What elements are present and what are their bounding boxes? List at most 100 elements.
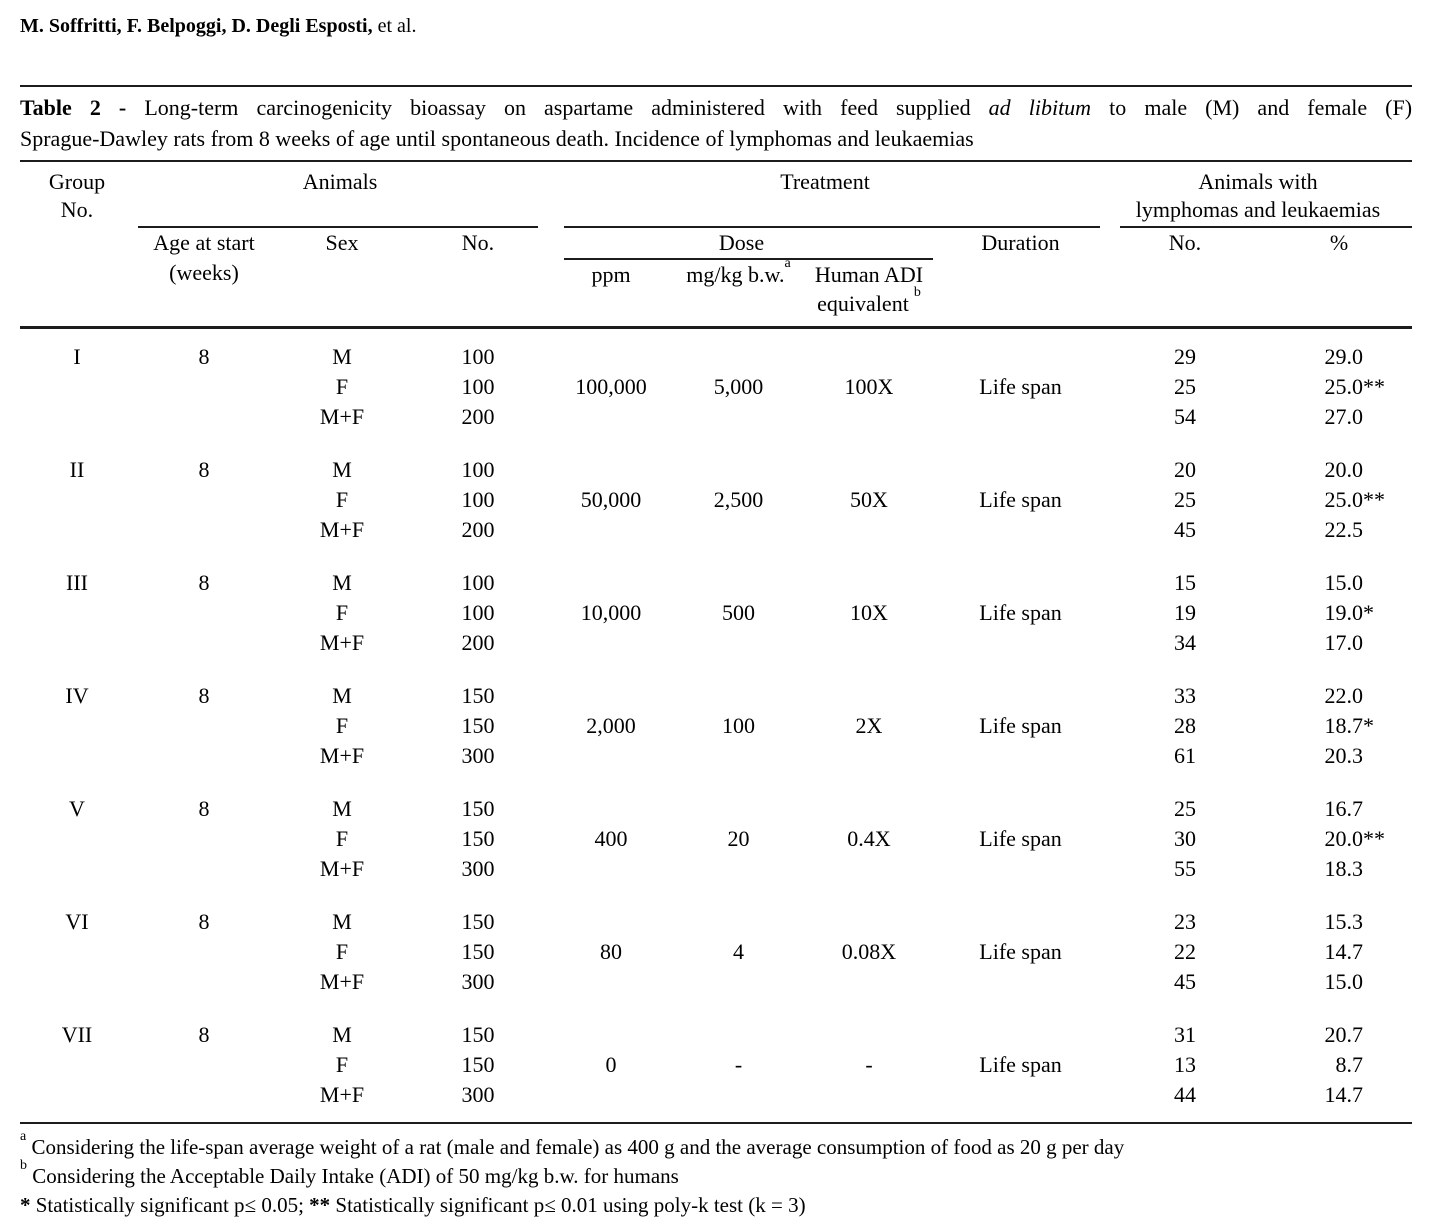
percent-m: 20.7	[1324, 1022, 1364, 1047]
group-no-cell: IV	[20, 681, 134, 771]
lymph-no-f: 22	[1174, 939, 1196, 964]
adi-value: 10X	[850, 600, 888, 625]
group-no-cell: VI	[20, 907, 134, 997]
duration-value: Life span	[979, 487, 1062, 512]
sex-cell: M F M+F	[274, 681, 410, 771]
lymph-no-mf: 44	[1174, 1082, 1196, 1107]
percent-f: 14.7	[1324, 939, 1364, 964]
adi-cell: 10X	[801, 568, 937, 658]
ppm-cell: 100,000	[546, 342, 676, 432]
column-group-lymphomas: Animals with lymphomas and leukaemias No…	[1104, 168, 1412, 318]
table-group: VII 8 M F M+F 150 150 300 0 - - Life	[20, 1020, 1412, 1110]
percent-cell: 15.0 19.0 * 17.0	[1266, 568, 1412, 658]
lymph-no-cell: 23 22 45	[1104, 907, 1266, 997]
significance-marker-2: **	[309, 1193, 331, 1217]
percent-mf: 17.0	[1324, 630, 1364, 655]
ppm-value: 0	[605, 1052, 617, 1077]
adi-cell: 100X	[801, 342, 937, 432]
mgkg-cell: 20	[676, 794, 801, 884]
lymph-header-line2: lymphomas and leukaemias	[1135, 197, 1381, 222]
ppm-value: 10,000	[580, 600, 642, 625]
percent-f: 19.0	[1324, 600, 1364, 625]
animals-no-cell: 100 100 200	[410, 455, 546, 545]
sex-mf: M+F	[319, 969, 365, 994]
mgkg-cell: 4	[676, 907, 801, 997]
footnote-ref-b: b	[913, 284, 921, 300]
percent-f-sig	[1363, 937, 1412, 967]
ppm-cell: 80	[546, 907, 676, 997]
percent-m: 16.7	[1324, 796, 1364, 821]
duration-value: Life span	[979, 939, 1062, 964]
sex-mf: M+F	[319, 404, 365, 429]
column-header-group: Group No.	[20, 168, 134, 318]
age-cell: 8	[134, 568, 274, 658]
percent-f: 8.7	[1335, 1052, 1364, 1077]
lymph-no-cell: 33 28 61	[1104, 681, 1266, 771]
caption-label: Table 2 -	[20, 95, 127, 120]
age-value: 8	[198, 909, 210, 934]
percent-f: 25.0	[1324, 487, 1364, 512]
animals-no-f: 150	[461, 713, 495, 738]
ppm-cell: 50,000	[546, 455, 676, 545]
sex-f: F	[335, 374, 349, 399]
footnote-ref-a: a	[784, 255, 791, 271]
group-header-line1: Group	[48, 169, 106, 194]
adi-cell: 0.08X	[801, 907, 937, 997]
footnote-b-text: Considering the Acceptable Daily Intake …	[32, 1164, 679, 1188]
ppm-value: 2,000	[586, 713, 636, 738]
mgkg-value: 20	[727, 826, 750, 851]
animals-no-cell: 100 100 200	[410, 568, 546, 658]
lymph-no-cell: 20 25 45	[1104, 455, 1266, 545]
column-header-adi: Human ADI equivalent b	[814, 262, 924, 316]
table-header: Group No. Animals Age at start (weeks) S…	[20, 162, 1412, 329]
animals-underline	[138, 226, 538, 228]
column-header-no: No.	[461, 230, 495, 255]
age-value: 8	[198, 1022, 210, 1047]
column-header-lymph-no: No.	[1168, 230, 1202, 255]
animals-no-m: 150	[461, 909, 495, 934]
group-no: VI	[65, 909, 89, 934]
percent-m: 22.0	[1324, 683, 1364, 708]
sex-cell: M F M+F	[274, 455, 410, 545]
caption-text-1: Long-term carcinogenicity bioassay on as…	[144, 95, 971, 120]
percent-m-sig	[1363, 455, 1412, 485]
animals-no-mf: 300	[461, 969, 495, 994]
sex-f: F	[335, 1052, 349, 1077]
sex-m: M	[332, 344, 352, 369]
group-no: I	[73, 344, 81, 369]
age-cell: 8	[134, 342, 274, 432]
percent-m: 20.0	[1324, 457, 1364, 482]
animals-no-mf: 300	[461, 856, 495, 881]
adi-value: 0.4X	[847, 826, 891, 851]
caption-line-2: Sprague-Dawley rats from 8 weeks of age …	[20, 126, 974, 151]
mgkg-cell: -	[676, 1020, 801, 1110]
percent-cell: 29.0 25.0 ** 27.0	[1266, 342, 1412, 432]
duration-cell: Life span	[937, 568, 1104, 658]
sex-mf: M+F	[319, 1082, 365, 1107]
group-no: IV	[65, 683, 89, 708]
lymph-header-line1: Animals with	[1198, 169, 1318, 194]
ppm-value: 100,000	[575, 374, 647, 399]
animals-no-mf: 300	[461, 743, 495, 768]
table-body: I 8 M F M+F 100 100 200 100,000 5,000 10…	[20, 329, 1412, 1124]
animals-no-f: 150	[461, 1052, 495, 1077]
sex-mf: M+F	[319, 743, 365, 768]
column-header-ppm: ppm	[591, 262, 631, 287]
animals-header: Animals	[302, 169, 378, 194]
column-group-treatment: Treatment Dose ppm mg/kg b.w.a Human ADI…	[546, 168, 1104, 318]
age-cell: 8	[134, 907, 274, 997]
percent-m-sig	[1363, 342, 1412, 372]
table-group: VI 8 M F M+F 150 150 300 80 4 0.08X	[20, 907, 1412, 997]
adi-cell: -	[801, 1020, 937, 1110]
animals-no-cell: 150 150 300	[410, 681, 546, 771]
column-header-age: Age at start (weeks)	[153, 230, 255, 285]
duration-cell: Life span	[937, 907, 1104, 997]
percent-mf: 15.0	[1324, 969, 1364, 994]
animals-no-f: 100	[461, 374, 495, 399]
sex-mf: M+F	[319, 856, 365, 881]
sex-cell: M F M+F	[274, 342, 410, 432]
lymph-no-f: 28	[1174, 713, 1196, 738]
age-value: 8	[198, 683, 210, 708]
animals-no-mf: 300	[461, 1082, 495, 1107]
caption-line-1: Table 2 - Long-term carcinogenicity bioa…	[20, 92, 1412, 123]
